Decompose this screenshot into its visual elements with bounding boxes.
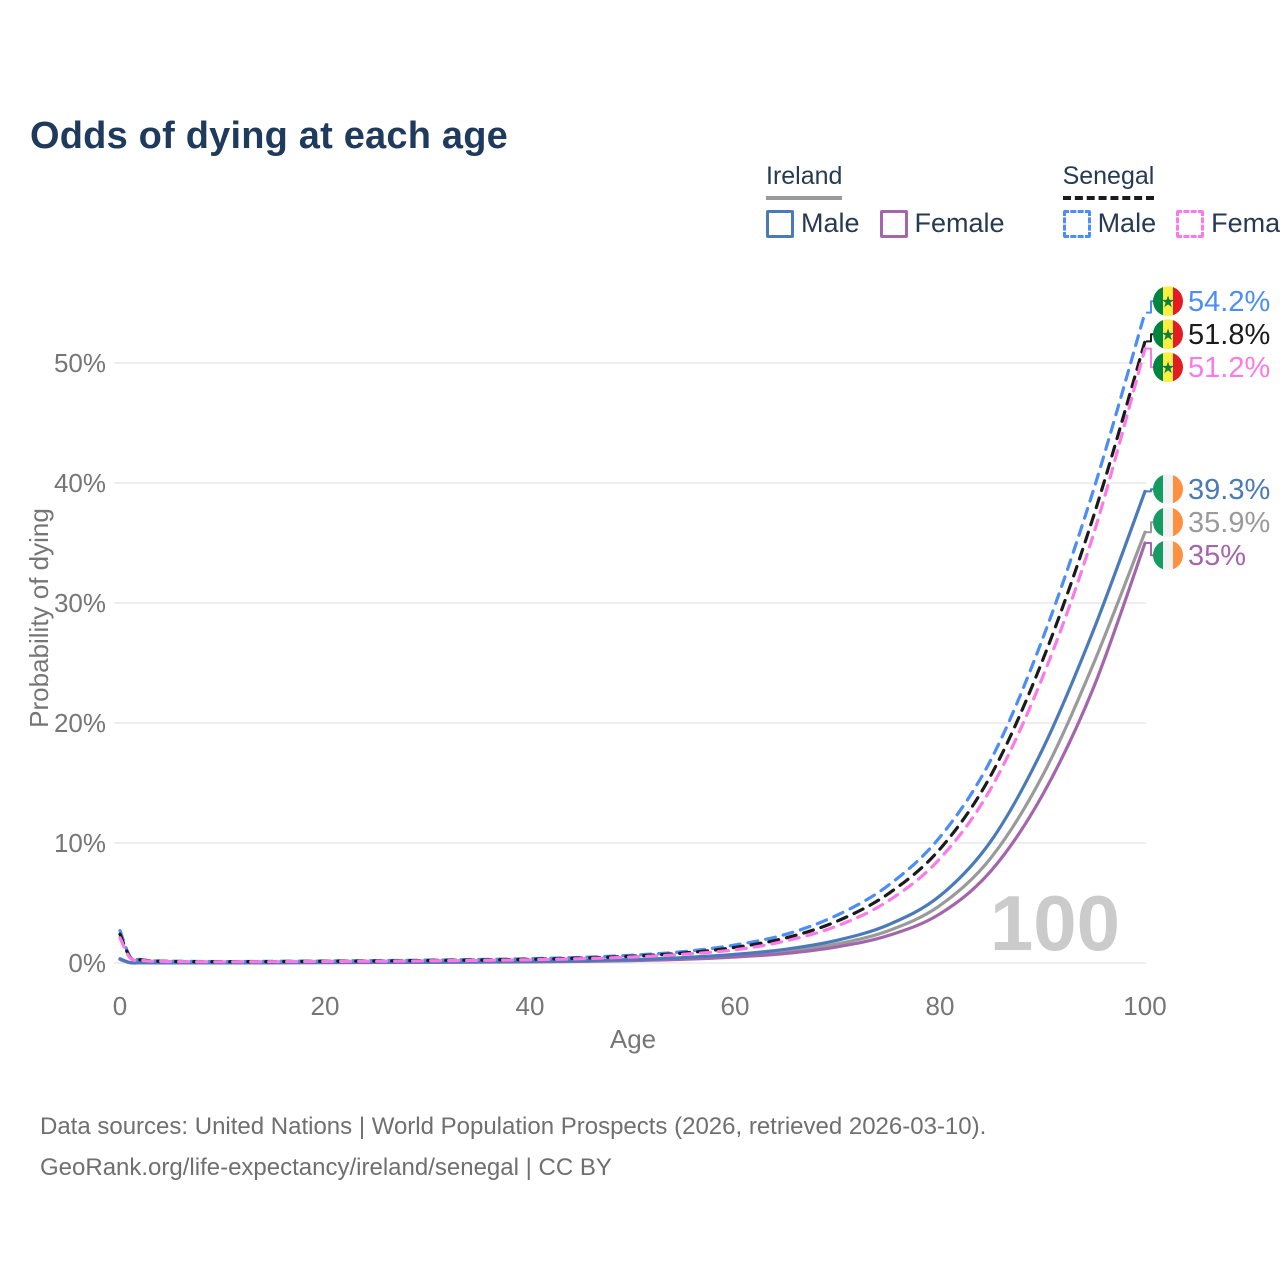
senegal-star-icon: ★: [1161, 294, 1175, 311]
y-tick-label: 40%: [54, 468, 106, 498]
y-tick-label: 50%: [54, 348, 106, 378]
x-axis-title: Age: [610, 1024, 656, 1054]
footer: Data sources: United Nations | World Pop…: [40, 1106, 986, 1189]
page-title: Odds of dying at each age: [30, 115, 508, 158]
y-tick-label: 0%: [68, 948, 106, 978]
series-line-senegal-female[interactable]: [118, 347, 1147, 964]
y-axis-title: Probability of dying: [24, 508, 54, 728]
legend-item-senegal-female[interactable]: Female: [1176, 208, 1280, 239]
end-value-label-senegal-male: 54.2%: [1188, 286, 1270, 318]
chart-legend: Ireland Male Female Senegal Male Female: [766, 162, 1280, 239]
x-tick-label: 80: [926, 991, 955, 1021]
end-value-label-senegal-female: 51.2%: [1188, 352, 1270, 384]
series-line-senegal-male[interactable]: [118, 311, 1147, 964]
legend-country-senegal: Senegal: [1062, 162, 1155, 200]
ireland-female-swatch-icon: [879, 209, 908, 238]
legend-item-senegal-male[interactable]: Male: [1062, 208, 1157, 239]
end-value-label-ireland-male: 39.3%: [1188, 474, 1270, 506]
y-tick-label: 10%: [54, 828, 106, 858]
legend-item-label: Female: [914, 208, 1005, 238]
legend-item-ireland-male[interactable]: Male: [766, 208, 860, 239]
legend-country-ireland: Ireland: [766, 162, 843, 200]
end-value-label-senegal-combined: 51.8%: [1188, 319, 1270, 351]
senegal-male-swatch-icon: [1062, 209, 1091, 238]
data-sources-line: Data sources: United Nations | World Pop…: [40, 1113, 987, 1140]
legend-group-senegal: Senegal Male Female: [1062, 162, 1280, 239]
x-tick-label: 20: [311, 991, 340, 1021]
legend-item-label: Male: [1097, 208, 1157, 238]
x-tick-label: 40: [516, 991, 545, 1021]
end-value-label-ireland-combined: 35.9%: [1188, 507, 1270, 539]
senegal-flag-icon: ★: [1153, 352, 1183, 383]
legend-item-ireland-female[interactable]: Female: [879, 208, 1005, 239]
x-tick-label: 60: [721, 991, 750, 1021]
senegal-star-icon: ★: [1161, 327, 1175, 344]
senegal-female-swatch-icon: [1176, 209, 1205, 238]
y-tick-label: 30%: [54, 588, 106, 618]
y-tick-label: 20%: [54, 708, 106, 738]
attribution-line: GeoRank.org/life-expectancy/ireland/sene…: [40, 1154, 612, 1182]
age-watermark: 100: [990, 879, 1120, 967]
senegal-flag-icon: ★: [1153, 286, 1183, 317]
legend-group-ireland: Ireland Male Female: [766, 162, 1005, 239]
ireland-flag-icon: [1153, 507, 1183, 538]
end-value-label-ireland-female: 35%: [1188, 540, 1246, 572]
senegal-star-icon: ★: [1161, 360, 1175, 377]
legend-item-label: Male: [801, 208, 860, 238]
ireland-flag-icon: [1153, 474, 1183, 505]
senegal-flag-icon: ★: [1153, 319, 1183, 350]
legend-item-label: Female: [1211, 208, 1280, 238]
ireland-male-swatch-icon: [766, 209, 794, 238]
ireland-flag-icon: [1153, 540, 1183, 571]
x-tick-label: 0: [113, 991, 127, 1021]
x-tick-label: 100: [1123, 991, 1166, 1021]
